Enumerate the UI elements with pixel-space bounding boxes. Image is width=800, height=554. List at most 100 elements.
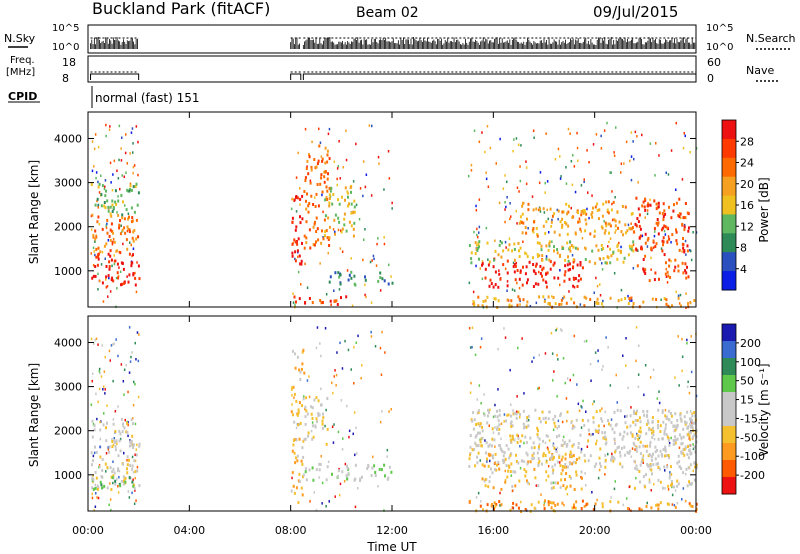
scatter-cell	[105, 452, 108, 455]
echo-cell	[680, 304, 682, 308]
echo-cell	[545, 257, 548, 261]
echo-cell	[126, 430, 129, 434]
echo-cell	[515, 453, 517, 457]
echo-cell	[687, 432, 690, 436]
scatter-cell	[667, 488, 670, 491]
colorbar-tick-label: 50	[740, 375, 754, 388]
echo-cell	[686, 452, 689, 456]
echo-cell	[310, 405, 313, 409]
echo-cell	[383, 463, 386, 467]
echo-cell	[307, 434, 309, 438]
echo-cell	[583, 304, 586, 308]
x-tick-label: 08:00	[275, 524, 307, 537]
echo-cell	[657, 232, 660, 236]
nsky-panel	[87, 24, 697, 54]
echo-cell	[645, 449, 648, 453]
echo-cell	[569, 240, 571, 244]
scatter-cell	[119, 187, 121, 191]
scatter-cell	[691, 412, 693, 415]
echo-cell	[583, 453, 586, 457]
echo-cell	[497, 299, 500, 303]
scatter-cell	[599, 283, 601, 286]
echo-cell	[528, 260, 531, 264]
echo-cell	[686, 265, 688, 269]
scatter-cell	[325, 293, 328, 296]
echo-cell	[312, 435, 315, 439]
echo-cell	[121, 282, 124, 286]
echo-cell	[497, 285, 500, 289]
echo-cell	[510, 299, 513, 303]
echo-cell	[321, 301, 324, 304]
echo-cell	[313, 243, 316, 247]
echo-cell	[361, 475, 363, 479]
echo-cell	[623, 256, 626, 260]
echo-cell	[647, 202, 650, 206]
echo-cell	[301, 404, 303, 408]
scatter-cell	[568, 290, 570, 293]
scatter-cell	[117, 485, 119, 488]
echo-cell	[506, 298, 509, 302]
echo-cell	[569, 462, 571, 466]
scatter-cell	[581, 237, 584, 240]
scatter-cell	[97, 206, 99, 209]
scatter-cell	[91, 372, 94, 375]
scatter-cell	[677, 294, 680, 297]
echo-cell	[113, 471, 116, 475]
echo-cell	[475, 423, 478, 426]
scatter-cell	[648, 478, 651, 481]
echo-cell	[644, 272, 647, 275]
echo-cell	[661, 249, 664, 253]
echo-cell	[602, 202, 605, 206]
scatter-cell	[128, 496, 131, 499]
echo-cell	[678, 433, 681, 437]
echo-cell	[571, 444, 574, 448]
echo-cell	[677, 454, 680, 458]
echo-cell	[588, 260, 591, 264]
scatter-cell	[113, 254, 115, 257]
echo-cell	[550, 481, 553, 485]
scatter-cell	[544, 191, 546, 194]
echo-cell	[297, 423, 300, 427]
scatter-cell	[556, 354, 558, 357]
echo-cell	[598, 461, 601, 465]
echo-cell	[300, 259, 303, 263]
echo-cell	[323, 218, 326, 222]
echo-cell	[481, 436, 484, 440]
echo-cell	[680, 419, 683, 423]
echo-cell	[672, 439, 675, 442]
echo-cell	[577, 279, 580, 283]
scatter-cell	[125, 171, 127, 174]
echo-cell	[635, 196, 638, 200]
echo-cell	[622, 435, 625, 438]
scatter-cell	[503, 413, 506, 416]
echo-cell	[522, 221, 525, 225]
scatter-cell	[365, 173, 368, 176]
echo-cell	[668, 418, 671, 422]
echo-cell	[673, 439, 676, 443]
echo-cell	[475, 434, 478, 437]
echo-cell	[129, 184, 132, 188]
scatter-cell	[334, 495, 336, 498]
scatter-cell	[544, 441, 547, 445]
echo-cell	[511, 435, 514, 438]
echo-cell	[380, 468, 383, 471]
scatter-cell	[380, 373, 383, 376]
scatter-cell	[97, 253, 99, 256]
echo-cell	[662, 243, 664, 247]
echo-cell	[561, 501, 564, 505]
echo-cell	[488, 480, 491, 484]
echo-cell	[674, 441, 677, 445]
scatter-cell	[601, 368, 603, 371]
echo-cell	[646, 238, 649, 242]
echo-cell	[479, 422, 482, 426]
scatter-cell	[311, 140, 313, 144]
scatter-cell	[379, 420, 382, 424]
echo-cell	[544, 416, 547, 420]
echo-cell	[508, 456, 511, 460]
scatter-cell	[545, 255, 548, 258]
echo-cell	[370, 474, 373, 478]
scatter-cell	[132, 417, 134, 420]
scatter-cell	[613, 487, 616, 491]
scatter-cell	[362, 258, 364, 262]
echo-cell	[353, 221, 356, 225]
